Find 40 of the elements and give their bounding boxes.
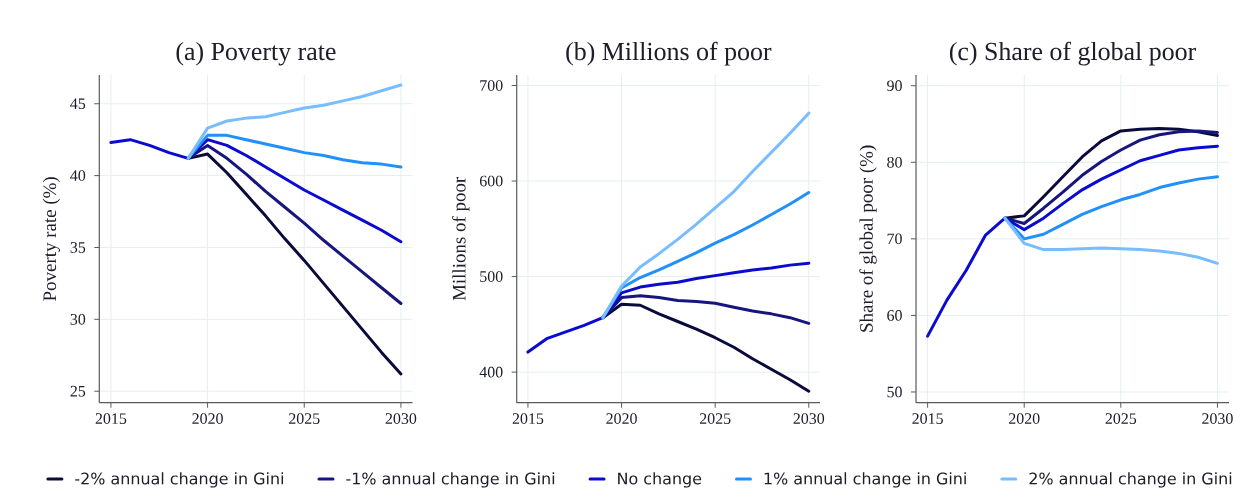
chart-title: (b) Millions of poor bbox=[566, 41, 772, 66]
legend-label: 2% annual change in Gini bbox=[1029, 472, 1232, 488]
line-series bbox=[186, 152, 403, 376]
y-tick-label: 90 bbox=[887, 80, 902, 92]
y-tick-label: 30 bbox=[70, 313, 86, 325]
y-tick-label: 60 bbox=[887, 310, 902, 321]
y-axis-title: Millions of poor bbox=[452, 176, 470, 301]
legend-label: -1% annual change in Gini bbox=[346, 472, 555, 488]
x-tick-label: 2015 bbox=[95, 413, 127, 424]
x-tick-label: 2015 bbox=[912, 413, 943, 424]
y-tick-label: 400 bbox=[479, 366, 503, 378]
y-tick-label: 35 bbox=[70, 242, 86, 253]
x-tick-label: 2025 bbox=[289, 413, 320, 424]
y-axis-title: Poverty rate (%) bbox=[42, 177, 60, 301]
x-tick-label: 2030 bbox=[793, 413, 825, 424]
y-tick-label: 45 bbox=[70, 98, 86, 110]
y-tick-label: 500 bbox=[480, 271, 503, 282]
legend-label: 1% annual change in Gini bbox=[764, 472, 966, 488]
x-tick-label: 2020 bbox=[606, 413, 637, 424]
x-tick-label: 2030 bbox=[385, 413, 417, 424]
chart-title: (a) Poverty rate bbox=[176, 41, 336, 66]
line-series bbox=[186, 83, 403, 160]
y-tick-label: 600 bbox=[479, 175, 503, 187]
legend-label: No change bbox=[618, 472, 702, 488]
x-tick-label: 2015 bbox=[512, 413, 544, 424]
y-tick-label: 70 bbox=[887, 233, 902, 245]
y-axis-title: Share of global poor (%) bbox=[859, 145, 877, 332]
chart-title: (c) Share of global poor bbox=[949, 41, 1196, 66]
line-series bbox=[109, 138, 403, 244]
legend-label: -2% annual change in Gini bbox=[75, 472, 284, 488]
y-tick-label: 25 bbox=[70, 385, 86, 397]
x-tick-label: 2020 bbox=[1008, 413, 1040, 424]
y-tick-label: 50 bbox=[887, 386, 902, 398]
x-tick-label: 2025 bbox=[1105, 413, 1137, 424]
x-tick-label: 2020 bbox=[192, 413, 223, 424]
x-tick-label: 2025 bbox=[699, 413, 731, 424]
y-tick-label: 40 bbox=[70, 170, 86, 181]
y-tick-label: 80 bbox=[887, 156, 902, 168]
x-tick-label: 2030 bbox=[1202, 413, 1233, 424]
y-tick-label: 700 bbox=[480, 80, 503, 91]
